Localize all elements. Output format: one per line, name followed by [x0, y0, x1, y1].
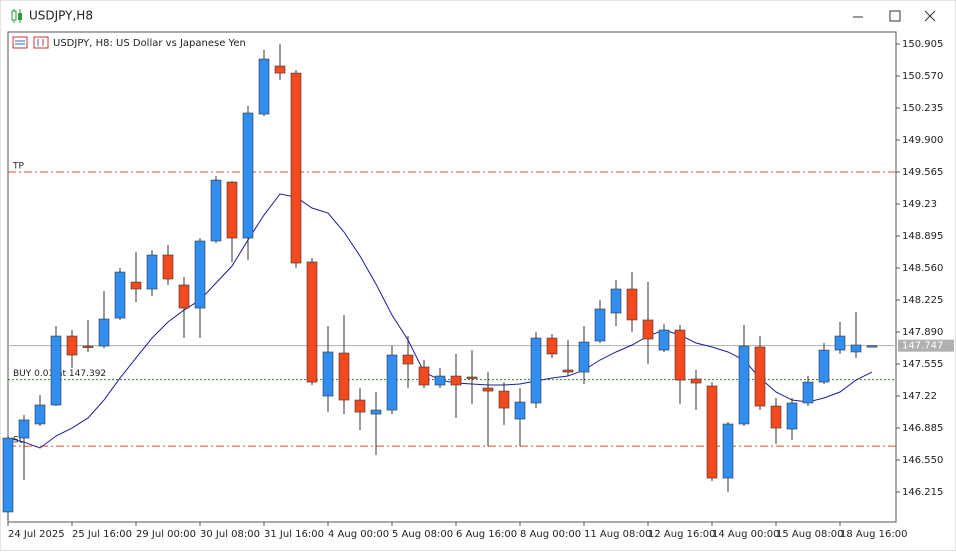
candle-body [50, 335, 62, 406]
y-tick-label: 147.555 [902, 359, 943, 370]
candle-body [290, 72, 302, 264]
candle-body [418, 366, 430, 386]
candle-body [770, 405, 782, 429]
current-price-label: 147.747 [902, 341, 943, 352]
candle-body [818, 349, 830, 383]
candle-body [498, 390, 510, 409]
y-tick-label: 147.22 [902, 391, 937, 402]
x-tick-label: 30 Jul 08:00 [200, 529, 260, 540]
candle-body [466, 376, 478, 379]
x-tick-label: 14 Aug 00:00 [712, 529, 779, 540]
x-tick-label: 29 Jul 00:00 [136, 529, 196, 540]
candle-body [242, 112, 254, 239]
y-tick-label: 149.900 [902, 135, 943, 146]
y-tick-label: 146.885 [902, 423, 943, 434]
candle-body [802, 381, 814, 404]
y-tick-label: 149.565 [902, 167, 943, 178]
candle-body [610, 288, 622, 314]
candle-body [146, 254, 158, 290]
candle-body [850, 344, 862, 353]
candle-body [82, 345, 94, 348]
x-tick-label: 6 Aug 16:00 [456, 529, 517, 540]
candle-body [386, 354, 398, 411]
level-label: TP [12, 162, 24, 172]
candle-body [162, 254, 174, 280]
candle-body [834, 335, 846, 351]
maximize-button[interactable] [889, 10, 901, 22]
candle-body [34, 404, 46, 425]
y-tick-label: 146.550 [902, 455, 943, 466]
candle-body [674, 329, 686, 381]
candle-body [338, 352, 350, 401]
x-tick-label: 31 Jul 16:00 [264, 529, 324, 540]
candle-body [370, 409, 382, 415]
x-tick-label: 8 Aug 00:00 [520, 529, 581, 540]
y-tick-label: 148.895 [902, 231, 943, 242]
current-price-box [898, 339, 954, 352]
candle-body [258, 58, 270, 115]
close-button[interactable] [924, 10, 936, 22]
candle-body [706, 385, 718, 479]
window-title: USDJPY,H8 [29, 9, 93, 23]
candle-body [18, 419, 30, 439]
candle-body [402, 354, 414, 365]
y-tick-label: 148.225 [902, 295, 943, 306]
y-tick-label: 148.560 [902, 263, 943, 274]
y-tick-label: 146.215 [902, 487, 943, 498]
candle-body [514, 401, 526, 420]
candle-body [626, 288, 638, 321]
y-tick-label: 150.570 [902, 71, 943, 82]
candle-body [2, 437, 14, 513]
x-tick-label: 12 Aug 16:00 [648, 529, 715, 540]
candle-body [530, 337, 542, 404]
candle-body [658, 329, 670, 351]
candle-body [642, 319, 654, 340]
chart-title: USDJPY, H8: US Dollar vs Japanese Yen [53, 38, 246, 49]
x-tick-label: 24 Jul 2025 [8, 529, 65, 540]
y-tick-label: 149.23 [902, 199, 937, 210]
candle-body [738, 345, 750, 425]
x-tick-label: 25 Jul 16:00 [72, 529, 132, 540]
candle-body [754, 346, 766, 407]
candle-body [546, 337, 558, 355]
x-tick-label: 11 Aug 08:00 [584, 529, 651, 540]
candle-body [866, 345, 878, 348]
candle-body [322, 351, 334, 397]
candle-body [594, 308, 606, 342]
plot-area [7, 31, 897, 523]
candle-body [98, 318, 110, 347]
candle-body [130, 281, 142, 290]
candle-body [786, 402, 798, 430]
x-tick-label: 15 Aug 08:00 [776, 529, 843, 540]
candle-body [114, 271, 126, 319]
candle-body [482, 387, 494, 392]
x-tick-label: 5 Aug 08:00 [392, 529, 453, 540]
x-tick-label: 4 Aug 00:00 [328, 529, 389, 540]
candle-body [306, 261, 318, 383]
candle-body [434, 375, 446, 386]
candle-body [450, 375, 462, 386]
x-tick-label: 18 Aug 16:00 [840, 529, 907, 540]
candle-body [194, 240, 206, 309]
candle-body [722, 423, 734, 479]
candle-body [578, 341, 590, 373]
app-icon [11, 9, 22, 23]
candle-body [562, 369, 574, 373]
candle-body [690, 378, 702, 384]
y-tick-label: 150.905 [902, 39, 943, 50]
candle-body [66, 335, 78, 356]
candle-body [226, 181, 238, 239]
y-tick-label: 147.890 [902, 327, 943, 338]
candle-body [274, 65, 286, 74]
candle-body [178, 284, 190, 309]
y-tick-label: 150.235 [902, 103, 943, 114]
candle-body [210, 179, 222, 242]
candle-body [354, 399, 366, 413]
chart-icons [12, 36, 49, 49]
